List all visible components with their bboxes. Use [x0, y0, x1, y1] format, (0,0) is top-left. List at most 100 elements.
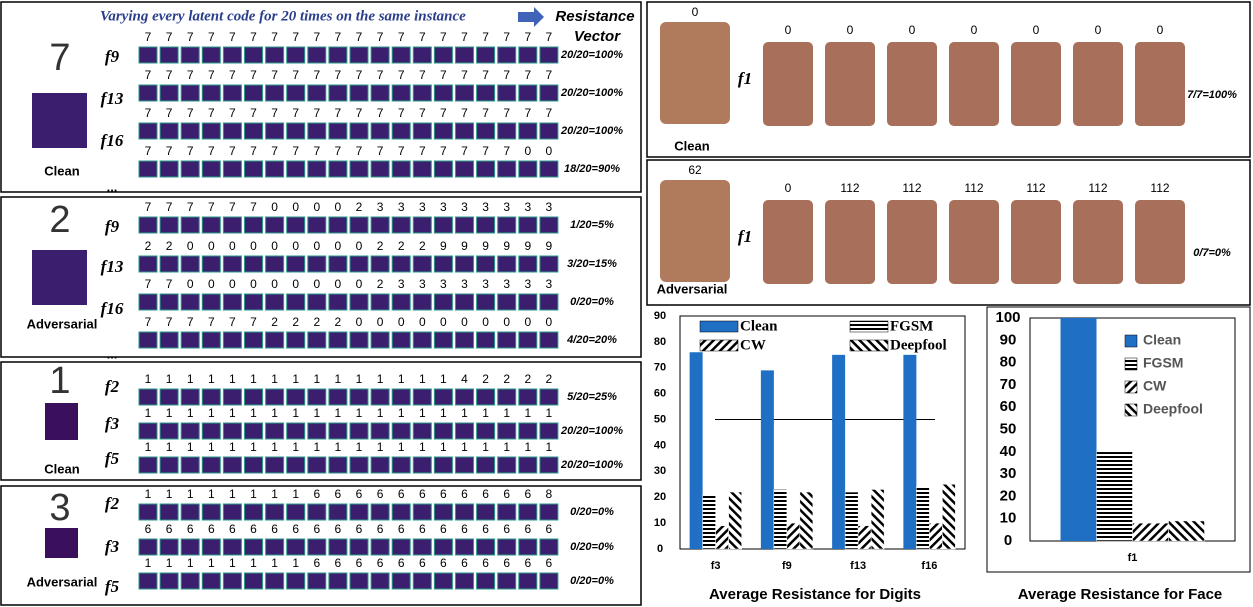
prediction: 0	[785, 181, 792, 195]
thumbnail	[286, 388, 306, 406]
prediction: 0	[847, 23, 854, 37]
header: Varying every latent code for 20 times o…	[100, 8, 466, 24]
prediction: 3	[419, 200, 426, 214]
prediction: 7	[356, 144, 363, 158]
prediction: 0	[208, 277, 215, 291]
latent-code: f1	[738, 227, 752, 246]
prediction: 1	[292, 406, 299, 420]
prediction: 1	[546, 440, 553, 454]
thumbnail	[307, 572, 327, 590]
bar	[786, 522, 801, 550]
prediction: 6	[419, 522, 426, 536]
thumbnail	[222, 255, 242, 273]
prediction: 7	[271, 68, 278, 82]
thumbnail	[244, 456, 263, 474]
condition-label: Clean	[44, 461, 79, 476]
prediction: 6	[503, 556, 510, 570]
prediction: 7	[166, 68, 173, 82]
y-tick-label: 70	[654, 362, 666, 374]
prediction: 2	[377, 277, 384, 291]
thumbnail	[201, 293, 221, 311]
prediction: 1	[229, 487, 236, 501]
prediction: 1	[250, 372, 257, 386]
prediction: 1	[524, 440, 531, 454]
chart-title: Average Resistance for Face	[1018, 586, 1223, 603]
y-tick-label: 40	[654, 439, 666, 451]
condition-label: Adversarial	[27, 316, 98, 331]
prediction: 2	[377, 239, 384, 253]
prediction: 0	[187, 239, 194, 253]
prediction: 1	[419, 372, 426, 386]
prediction: 7	[440, 144, 447, 158]
prediction: 6	[419, 556, 426, 570]
prediction: 7	[208, 68, 215, 82]
thumbnail	[412, 456, 432, 474]
thumbnail	[222, 122, 242, 140]
prediction: 6	[461, 487, 468, 501]
thumbnail	[286, 572, 306, 590]
thumbnail	[159, 84, 179, 102]
prediction: 6	[482, 487, 489, 501]
prediction: 7	[145, 30, 152, 44]
thumbnail	[328, 422, 348, 440]
thumbnail	[328, 216, 348, 234]
thumbnail	[476, 422, 496, 440]
thumbnail	[138, 503, 158, 521]
prediction: 1	[440, 440, 447, 454]
thumbnail	[370, 46, 390, 64]
thumbnail	[138, 46, 158, 64]
prediction: 4	[461, 372, 468, 386]
prediction: 0	[250, 239, 257, 253]
thumbnail	[265, 293, 285, 311]
prediction: 7	[166, 315, 173, 329]
thumbnail	[539, 456, 559, 474]
x-tick-label: f1	[1128, 552, 1138, 564]
thumbnail	[328, 388, 348, 406]
prediction: 0	[335, 200, 342, 214]
thumbnail	[476, 122, 496, 140]
thumbnail	[476, 293, 496, 311]
prediction: 6	[524, 487, 531, 501]
prediction: 6	[503, 487, 510, 501]
thumbnail	[539, 422, 559, 440]
bar	[728, 491, 742, 550]
prediction: 3	[482, 277, 489, 291]
thumbnail	[201, 255, 221, 273]
thumbnail	[286, 84, 306, 102]
prediction: 7	[440, 106, 447, 120]
prediction: 2	[292, 315, 299, 329]
prediction: 7	[229, 144, 236, 158]
prediction: 7	[503, 30, 510, 44]
resistance: 5/20=25%	[567, 391, 617, 403]
thumbnail	[518, 46, 538, 64]
condition-label: Adversarial	[657, 281, 728, 296]
prediction: 7	[461, 106, 468, 120]
thumbnail	[307, 331, 327, 349]
prediction: 7	[250, 315, 257, 329]
thumbnail	[539, 331, 559, 349]
thumbnail	[138, 456, 158, 474]
thumbnail	[518, 293, 538, 311]
prediction: 0	[313, 239, 320, 253]
resistance: 20/20=100%	[560, 459, 623, 471]
prediction: 1	[166, 440, 173, 454]
thumbnail	[455, 122, 474, 140]
thumbnail	[244, 46, 263, 64]
prediction: 7	[208, 30, 215, 44]
prediction: 7	[335, 68, 342, 82]
thumbnail	[138, 388, 158, 406]
thumbnail	[518, 255, 538, 273]
thumbnail	[370, 293, 390, 311]
thumbnail	[244, 122, 263, 140]
prediction: 7	[292, 30, 299, 44]
thumbnail	[412, 422, 432, 440]
prediction: 7	[503, 106, 510, 120]
prediction: 7	[419, 144, 426, 158]
thumbnail	[412, 84, 432, 102]
thumbnail	[265, 503, 285, 521]
thumbnail	[138, 331, 158, 349]
legend-swatch	[1124, 357, 1138, 371]
thumbnail	[180, 422, 200, 440]
thumbnail	[180, 388, 200, 406]
chart-title: Average Resistance for Digits	[709, 586, 921, 603]
